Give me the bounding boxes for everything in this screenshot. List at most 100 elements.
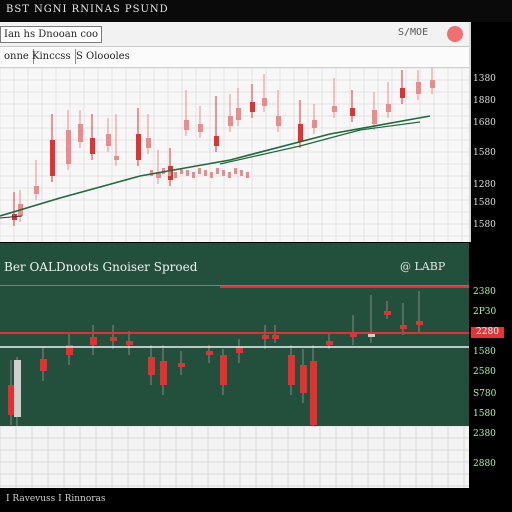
candle-body (90, 138, 95, 154)
candle-body (174, 172, 177, 178)
tab-bar: onne Kinccss S Oloooles (0, 47, 469, 68)
candle-body (192, 172, 195, 178)
top-candles (12, 68, 435, 226)
candle-body (162, 168, 165, 174)
candle-body (40, 359, 47, 371)
candle-body (178, 363, 185, 367)
candle-body (160, 361, 167, 385)
candle-body (430, 80, 435, 88)
candle-body (110, 337, 117, 341)
candle-body (214, 136, 219, 146)
price-label: 1680 (473, 118, 496, 128)
candle-body (168, 170, 171, 176)
candle-body (136, 134, 141, 160)
price-label: 1580 (473, 347, 496, 357)
top-chart-window: Ian hs Dnooan coo S/MOE onne Kinccss S O… (0, 22, 471, 242)
candle-body (276, 116, 281, 126)
price-label: 1580 (473, 148, 496, 158)
candle-body (148, 357, 155, 375)
candle-body (246, 172, 249, 178)
candle-body (384, 311, 391, 315)
candle-body (272, 335, 279, 339)
candle-body (156, 172, 159, 178)
tab-one[interactable]: onne (0, 49, 34, 64)
candle-body (184, 120, 189, 130)
candle-body (204, 170, 207, 176)
price-label: 1580 (473, 198, 496, 208)
top-candlestick-chart[interactable] (0, 68, 469, 242)
bottom-candlestick-chart[interactable] (0, 285, 469, 426)
candle-body (262, 98, 267, 106)
candle-body (416, 82, 421, 94)
bottom-panel-meta[interactable]: @ LABP (400, 260, 446, 273)
price-label: 2380 (473, 287, 496, 297)
candle-body (106, 134, 111, 146)
candle-body (350, 108, 355, 116)
top-trend-lines (0, 115, 431, 219)
price-label: 1380 (473, 74, 496, 84)
toolbar: Ian hs Dnooan coo S/MOE (0, 22, 469, 47)
candle-body (400, 325, 407, 329)
bottom-candles (8, 291, 423, 426)
candle-body (90, 337, 97, 345)
candle-body (66, 345, 73, 355)
candle-body (34, 186, 39, 194)
close-icon[interactable] (447, 26, 463, 42)
candle-body (312, 120, 317, 128)
price-label: 2P30 (473, 307, 497, 317)
candle-body (368, 333, 375, 337)
bottom-panel-title: Ber OALDnoots Gnoiser Sproed (4, 260, 198, 274)
price-label: 1580 (473, 409, 496, 419)
symbol-field[interactable]: Ian hs Dnooan coo (0, 26, 103, 43)
candle-body (372, 110, 377, 124)
candle-body (326, 341, 333, 345)
candle-body (298, 124, 303, 142)
candle-body (236, 347, 243, 353)
candle-body (50, 140, 55, 176)
candle-body (126, 341, 133, 345)
candle-body (14, 360, 21, 417)
price-label: 1280 (473, 180, 496, 190)
candle-body (8, 385, 15, 415)
candle-body (400, 88, 405, 98)
candle-body (216, 168, 219, 174)
candle-body (228, 172, 231, 178)
price-label: 2380 (473, 429, 496, 439)
candle-body (180, 168, 183, 174)
bottom-price-axis: 2380 2P30 2280 1580 2580 S780 1580 2380 … (471, 285, 512, 475)
trend-line (0, 215, 23, 219)
tab-three[interactable]: S Oloooles (76, 51, 130, 62)
bottom-chart-panel: Ber OALDnoots Gnoiser Sproed @ LABP (0, 243, 469, 426)
candle-body (222, 170, 225, 176)
candle-body (416, 321, 423, 325)
candle-body (198, 168, 201, 174)
candle-body (150, 170, 153, 176)
candle-body (220, 355, 227, 385)
price-label: 1880 (473, 96, 496, 106)
price-label: 1580 (473, 220, 496, 230)
candle-body (310, 361, 317, 425)
candle-body (236, 108, 241, 120)
candle-body (210, 172, 213, 178)
lower-grid-strip (0, 426, 469, 488)
candle-body (206, 351, 213, 355)
candle-body (66, 130, 71, 164)
candle-body (234, 168, 237, 174)
price-label: 2580 (473, 367, 496, 377)
candle-body (114, 156, 119, 160)
app-title: BST NGNI RNINAS PSUND (6, 4, 169, 15)
candle-body (78, 124, 83, 142)
candle-body (300, 365, 307, 393)
window-controls[interactable]: S/MOE (398, 27, 429, 38)
price-label: S780 (473, 389, 497, 399)
candle-body (288, 355, 295, 385)
top-price-axis: 1380 1880 1680 1580 1280 1580 1580 (471, 68, 512, 242)
candle-body (250, 102, 255, 112)
candle-body (332, 106, 337, 112)
candle-body (186, 170, 189, 176)
tab-two[interactable]: Kinccss (28, 49, 76, 64)
trend-line (219, 121, 421, 165)
candle-body (228, 116, 233, 126)
title-bar: BST NGNI RNINAS PSUND (0, 0, 512, 22)
bottom-panel-header: Ber OALDnoots Gnoiser Sproed @ LABP (0, 243, 469, 286)
